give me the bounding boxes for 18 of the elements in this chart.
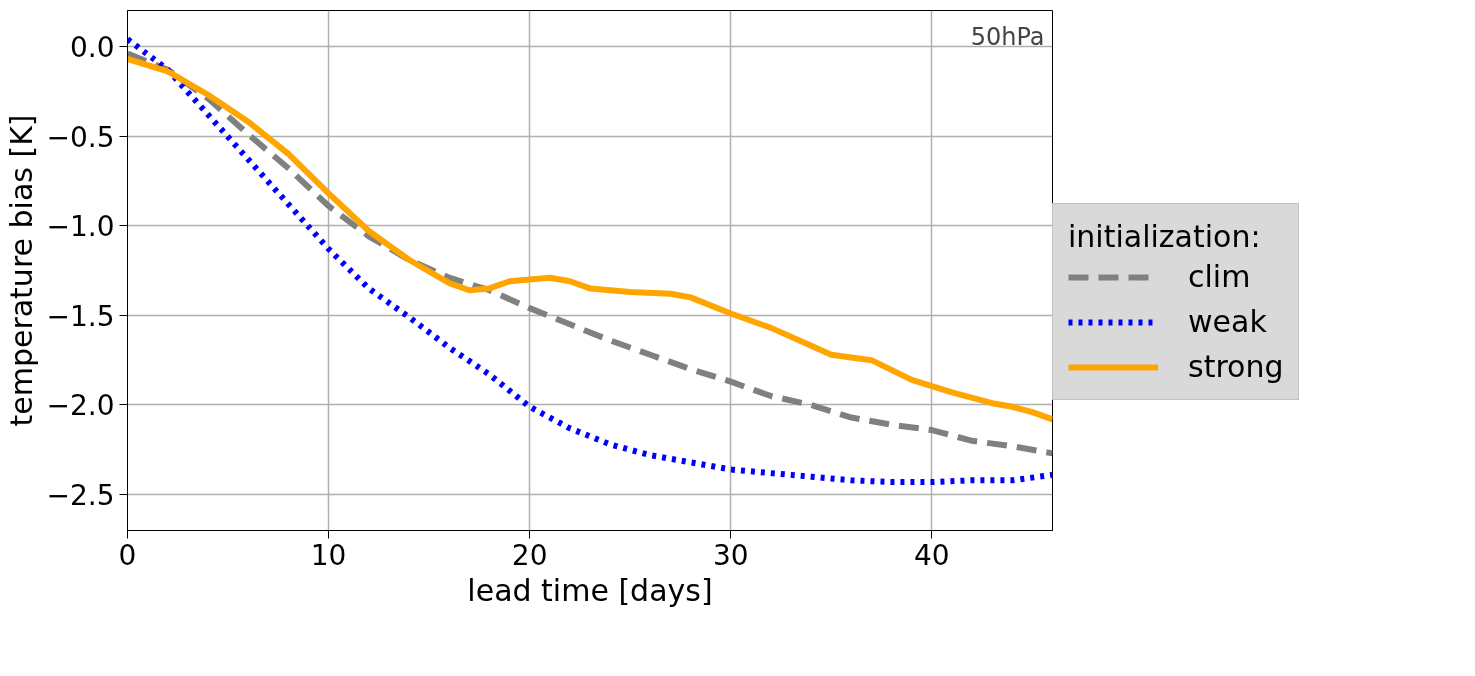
legend-label: weak (1188, 304, 1267, 339)
legend-title: initialization: (1068, 219, 1262, 254)
x-tick-label: 40 (914, 538, 950, 572)
annotation: 50hPa (970, 22, 1045, 51)
y-tick-label: −1.5 (46, 299, 115, 333)
y-tick-label: −0.5 (46, 120, 115, 154)
x-axis-title: lead time [days] (467, 572, 713, 608)
x-tick-label: 0 (118, 538, 137, 572)
y-tick-label: −2.5 (46, 479, 115, 513)
y-axis-title: temperature bias [K] (3, 114, 39, 427)
y-tick-label: −2.0 (46, 389, 115, 423)
legend-label: strong (1188, 349, 1284, 384)
legend-label: clim (1188, 259, 1251, 294)
y-tick-label: −1.0 (46, 210, 115, 244)
x-tick-label: 20 (511, 538, 548, 572)
x-tick-label: 10 (310, 538, 347, 572)
x-tick-label: 30 (712, 538, 749, 572)
y-tick-label: 0.0 (69, 30, 115, 64)
